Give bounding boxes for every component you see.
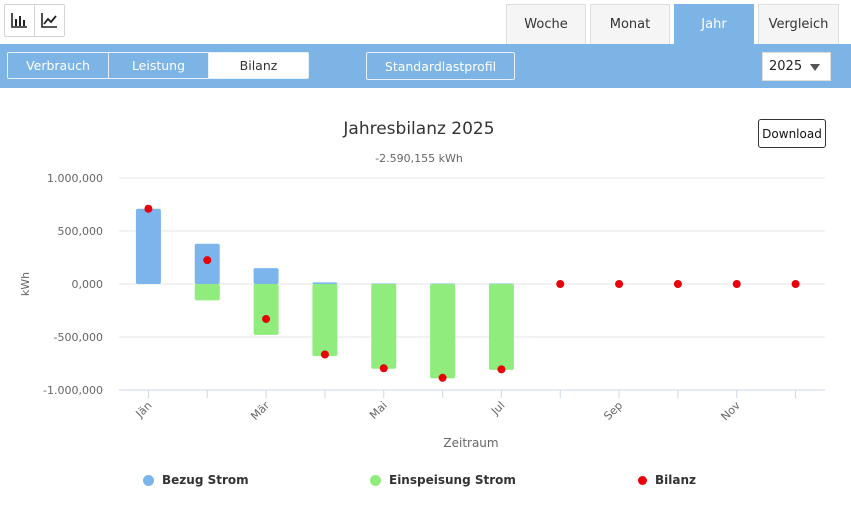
bilanz-point[interactable] (497, 365, 506, 374)
y-tick-label: 0,000 (72, 278, 104, 291)
legend-label-einspeisung: Einspeisung Strom (389, 473, 516, 487)
mode-verbrauch-button[interactable]: Verbrauch (7, 52, 109, 79)
tab-woche[interactable]: Woche (506, 4, 586, 44)
legend-item-bilanz[interactable]: Bilanz (638, 473, 696, 487)
top-bar: Woche Monat Jahr Vergleich (0, 0, 851, 44)
legend-label-bilanz: Bilanz (655, 473, 696, 487)
bilanz-point[interactable] (438, 373, 447, 382)
bilanz-point[interactable] (379, 364, 388, 373)
bar-einspeisung[interactable] (194, 284, 220, 301)
bilanz-point[interactable] (732, 280, 741, 288)
bilanz-point[interactable] (791, 280, 800, 288)
bar-einspeisung[interactable] (430, 284, 456, 379)
line-chart-icon (41, 13, 57, 28)
bilanz-point[interactable] (320, 350, 329, 359)
bar-chart-button[interactable] (4, 4, 35, 37)
bar-bezug[interactable] (135, 208, 161, 284)
bar-einspeisung[interactable] (371, 284, 397, 369)
legend-item-einspeisung[interactable]: Einspeisung Strom (370, 473, 516, 487)
tab-vergleich[interactable]: Vergleich (758, 4, 839, 44)
chart-subtitle: -2.590,155 kWh (375, 152, 463, 165)
y-tick-label: -1.000,000 (43, 384, 103, 397)
x-axis-ticks: Jän Mär Mai Jul Sep Nov (133, 390, 797, 424)
chart-title: Jahresbilanz 2025 (342, 119, 494, 139)
legend-swatch-bezug (143, 474, 154, 486)
y-axis-ticks: 1.000,000 500,000 0,000 -500,000 -1.000,000 (43, 172, 103, 397)
caret-down-icon (810, 64, 820, 71)
chart-dots (144, 204, 800, 382)
y-axis-label: kWh (19, 272, 32, 296)
bilanz-point[interactable] (203, 256, 212, 265)
bar-bezug[interactable] (312, 282, 338, 284)
x-tick-label: Mai (367, 399, 390, 422)
bar-bezug[interactable] (194, 243, 220, 284)
bilanz-point[interactable] (673, 280, 682, 288)
bilanz-point[interactable] (262, 314, 271, 323)
bar-bezug[interactable] (488, 283, 514, 285)
x-tick-label: Jän (133, 399, 155, 421)
year-select[interactable]: 2025 (762, 52, 831, 81)
legend-item-bezug[interactable]: Bezug Strom (143, 473, 249, 487)
y-tick-label: -500,000 (54, 331, 103, 344)
legend-label-bezug: Bezug Strom (162, 473, 249, 487)
toolbar: Verbrauch Leistung Bilanz Standardlastpr… (0, 44, 851, 88)
bar-einspeisung[interactable] (253, 284, 279, 335)
x-axis-label: Zeitraum (443, 436, 498, 450)
year-select-value: 2025 (769, 59, 803, 74)
x-tick-label: Sep (601, 399, 625, 423)
x-tick-label: Mär (248, 399, 272, 423)
download-button[interactable]: Download (758, 119, 826, 148)
bilanz-point[interactable] (615, 280, 624, 288)
bilanz-point[interactable] (556, 280, 565, 288)
x-tick-label: Nov (718, 399, 743, 424)
legend-swatch-bilanz (638, 475, 647, 485)
standardlastprofil-button[interactable]: Standardlastprofil (366, 52, 515, 80)
bar-einspeisung[interactable] (488, 284, 514, 370)
bar-bezug[interactable] (253, 268, 279, 284)
bar-bezug[interactable] (430, 283, 456, 285)
line-chart-button[interactable] (34, 4, 65, 37)
bar-einspeisung[interactable] (312, 284, 338, 357)
tab-monat[interactable]: Monat (590, 4, 670, 44)
mode-leistung-button[interactable]: Leistung (108, 52, 209, 79)
y-tick-label: 500,000 (58, 225, 104, 238)
chart-grid (119, 177, 825, 391)
y-tick-label: 1.000,000 (47, 172, 103, 185)
bilanz-point[interactable] (144, 204, 153, 213)
chart-bars (135, 208, 514, 379)
mode-bilanz-button[interactable]: Bilanz (208, 52, 309, 79)
bar-bezug[interactable] (371, 283, 397, 285)
tab-jahr[interactable]: Jahr (674, 4, 754, 44)
bar-chart-icon (11, 13, 27, 28)
x-tick-label: Jul (488, 399, 507, 418)
legend-swatch-einspeisung (370, 474, 381, 486)
